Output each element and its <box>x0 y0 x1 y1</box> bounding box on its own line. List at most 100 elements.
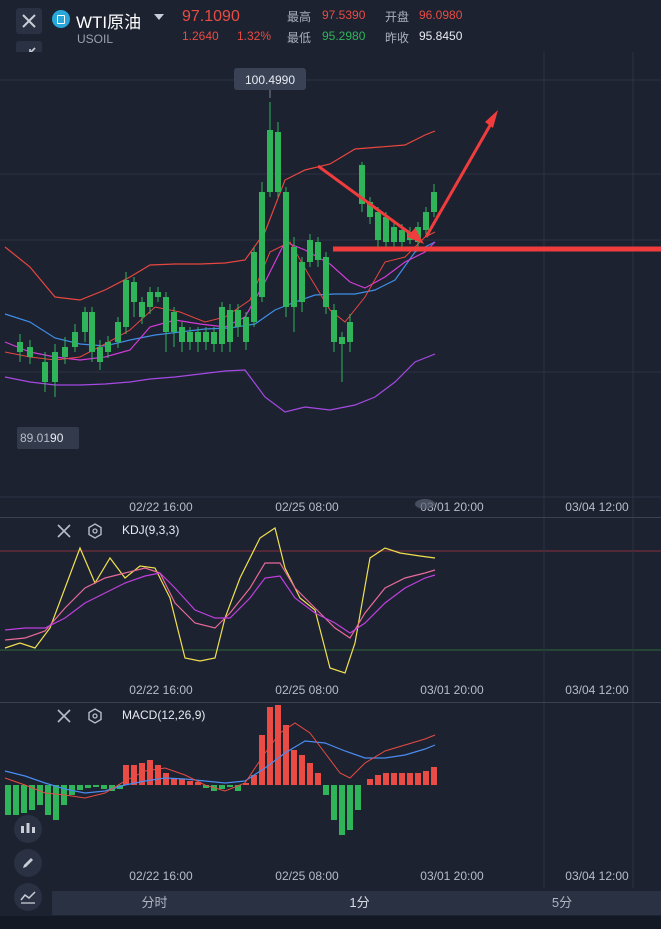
high-value: 97.5390 <box>322 8 366 22</box>
tab-5min[interactable]: 5分 <box>551 895 573 910</box>
close-button[interactable] <box>16 8 42 34</box>
x-tick-label: 02/22 16:00 <box>129 683 193 697</box>
macd-histogram-bar <box>187 781 193 785</box>
candle-body <box>187 332 193 342</box>
candle-body <box>259 192 265 297</box>
candle-body <box>105 342 111 352</box>
macd-histogram-bar <box>355 785 361 810</box>
candle-body <box>89 312 95 352</box>
close-icon[interactable] <box>57 709 71 723</box>
hexagon-settings-icon[interactable] <box>87 523 103 539</box>
candle-body <box>383 217 389 242</box>
candle-body <box>243 317 249 342</box>
macd-histogram-bar <box>123 765 129 785</box>
tab-1min[interactable]: 1分 <box>349 895 370 910</box>
macd-histogram-bar <box>339 785 345 835</box>
macd-histogram-bar <box>331 785 337 820</box>
macd-chart[interactable]: MACD(12,26,9) 02/22 16:00 02/25 08:00 03… <box>0 703 661 888</box>
macd-histogram-bar <box>431 767 437 785</box>
pane-divider[interactable] <box>0 702 661 703</box>
macd-histogram-bar <box>109 785 115 791</box>
hexagon-settings-icon[interactable] <box>87 708 103 724</box>
macd-histogram-bar <box>155 765 161 785</box>
candle-body <box>235 310 241 327</box>
candle-body <box>299 262 305 302</box>
macd-histogram-bar <box>5 785 11 815</box>
macd-histogram-bar <box>415 773 421 785</box>
macd-histogram-bar <box>131 765 137 785</box>
candle-body <box>367 202 373 217</box>
candle-body <box>171 312 177 332</box>
min-price-label: 89.0190 <box>20 431 64 445</box>
candle-body <box>72 332 78 347</box>
candle-body <box>27 347 33 357</box>
candle-body <box>97 347 103 362</box>
x-tick-label: 02/25 08:00 <box>275 500 339 514</box>
candle-body <box>42 362 48 382</box>
price-change: 1.2640 <box>182 29 219 43</box>
candle-body <box>275 132 281 192</box>
current-price: 97.1090 <box>182 8 240 25</box>
candle-body <box>62 347 68 357</box>
candle-body <box>347 322 353 342</box>
candle-body <box>203 332 209 342</box>
macd-histogram-bar <box>179 779 185 785</box>
candle-body <box>131 282 137 302</box>
candle-body <box>423 212 429 230</box>
chart-type-button[interactable] <box>14 883 42 911</box>
macd-histogram-bar <box>299 755 305 785</box>
symbol-title[interactable]: WTI原油 <box>76 13 142 32</box>
macd-histogram-bar <box>219 785 225 789</box>
candle-body <box>323 257 329 307</box>
x-tick-label: 03/04 12:00 <box>565 683 629 697</box>
bottom-bar <box>0 916 661 929</box>
kdj-chart[interactable]: KDJ(9,3,3) 02/22 16:00 02/25 08:00 03/01… <box>0 518 661 702</box>
draw-button[interactable] <box>14 849 42 877</box>
header: WTI原油 USOIL 97.1090 1.2640 1.32% 最高 97.5… <box>0 0 661 67</box>
x-tick-label: 03/01 20:00 <box>420 683 484 697</box>
macd-histogram-bar <box>139 763 145 785</box>
macd-histogram-bar <box>307 763 313 785</box>
symbol-code: USOIL <box>77 32 114 46</box>
x-tick-label: 03/01 20:00 <box>420 869 484 883</box>
macd-histogram-bar <box>367 779 373 785</box>
macd-histogram-bar <box>53 785 59 820</box>
prev-close-value: 95.8450 <box>419 29 463 43</box>
min-price-tag <box>17 427 79 449</box>
macd-histogram-bar <box>391 773 397 785</box>
candle-body <box>147 292 153 307</box>
candles-icon <box>21 823 35 833</box>
crosshair-handle[interactable] <box>415 499 435 509</box>
line-chart-icon <box>20 891 36 904</box>
pencil-icon <box>23 858 33 868</box>
close-icon <box>22 14 36 28</box>
macd-histogram-bar <box>45 785 51 815</box>
x-tick-label: 02/22 16:00 <box>129 500 193 514</box>
candle-body <box>155 292 161 297</box>
candle-body <box>115 322 121 342</box>
candle-body <box>179 327 185 342</box>
candle-body <box>163 297 169 332</box>
trend-arrow-drawing[interactable] <box>317 110 498 244</box>
macd-histogram-bar <box>77 785 83 790</box>
price-chart[interactable]: 100.4990 89.0190 02/22 16:00 02/25 08:00… <box>0 52 661 517</box>
candle-body <box>315 242 321 260</box>
chevron-down-icon[interactable] <box>154 14 164 20</box>
indicators-button[interactable] <box>14 815 42 843</box>
x-tick-label: 02/25 08:00 <box>275 683 339 697</box>
close-icon[interactable] <box>57 524 71 538</box>
macd-histogram-bar <box>399 773 405 785</box>
macd-histogram-bar <box>101 785 107 789</box>
prev-close-label: 昨收 <box>385 31 410 45</box>
tab-timeshare[interactable]: 分时 <box>141 895 168 910</box>
candle-body <box>195 332 201 342</box>
pane-divider[interactable] <box>0 517 661 518</box>
macd-histogram-bar <box>251 775 257 785</box>
candle-body <box>139 302 145 317</box>
candle-body <box>339 337 345 344</box>
candle-body <box>227 310 233 342</box>
macd-histogram-bar <box>147 760 153 785</box>
macd-histogram-bar <box>407 773 413 785</box>
macd-histogram-bar <box>85 785 91 788</box>
open-value: 96.0980 <box>419 8 463 22</box>
